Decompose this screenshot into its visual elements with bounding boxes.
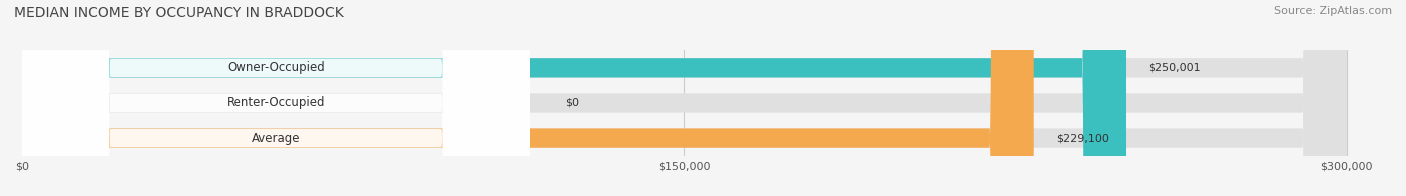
Text: $229,100: $229,100 — [1056, 133, 1109, 143]
FancyBboxPatch shape — [22, 0, 1347, 196]
Text: Renter-Occupied: Renter-Occupied — [226, 96, 325, 109]
Text: $250,001: $250,001 — [1149, 63, 1201, 73]
FancyBboxPatch shape — [22, 0, 530, 196]
Text: Average: Average — [252, 132, 299, 145]
FancyBboxPatch shape — [22, 0, 1347, 196]
Text: MEDIAN INCOME BY OCCUPANCY IN BRADDOCK: MEDIAN INCOME BY OCCUPANCY IN BRADDOCK — [14, 6, 344, 20]
FancyBboxPatch shape — [22, 0, 1126, 196]
Text: Source: ZipAtlas.com: Source: ZipAtlas.com — [1274, 6, 1392, 16]
FancyBboxPatch shape — [22, 0, 1033, 196]
Text: $0: $0 — [565, 98, 579, 108]
FancyBboxPatch shape — [22, 0, 530, 196]
FancyBboxPatch shape — [22, 0, 530, 196]
Text: Owner-Occupied: Owner-Occupied — [226, 61, 325, 74]
FancyBboxPatch shape — [22, 0, 1347, 196]
